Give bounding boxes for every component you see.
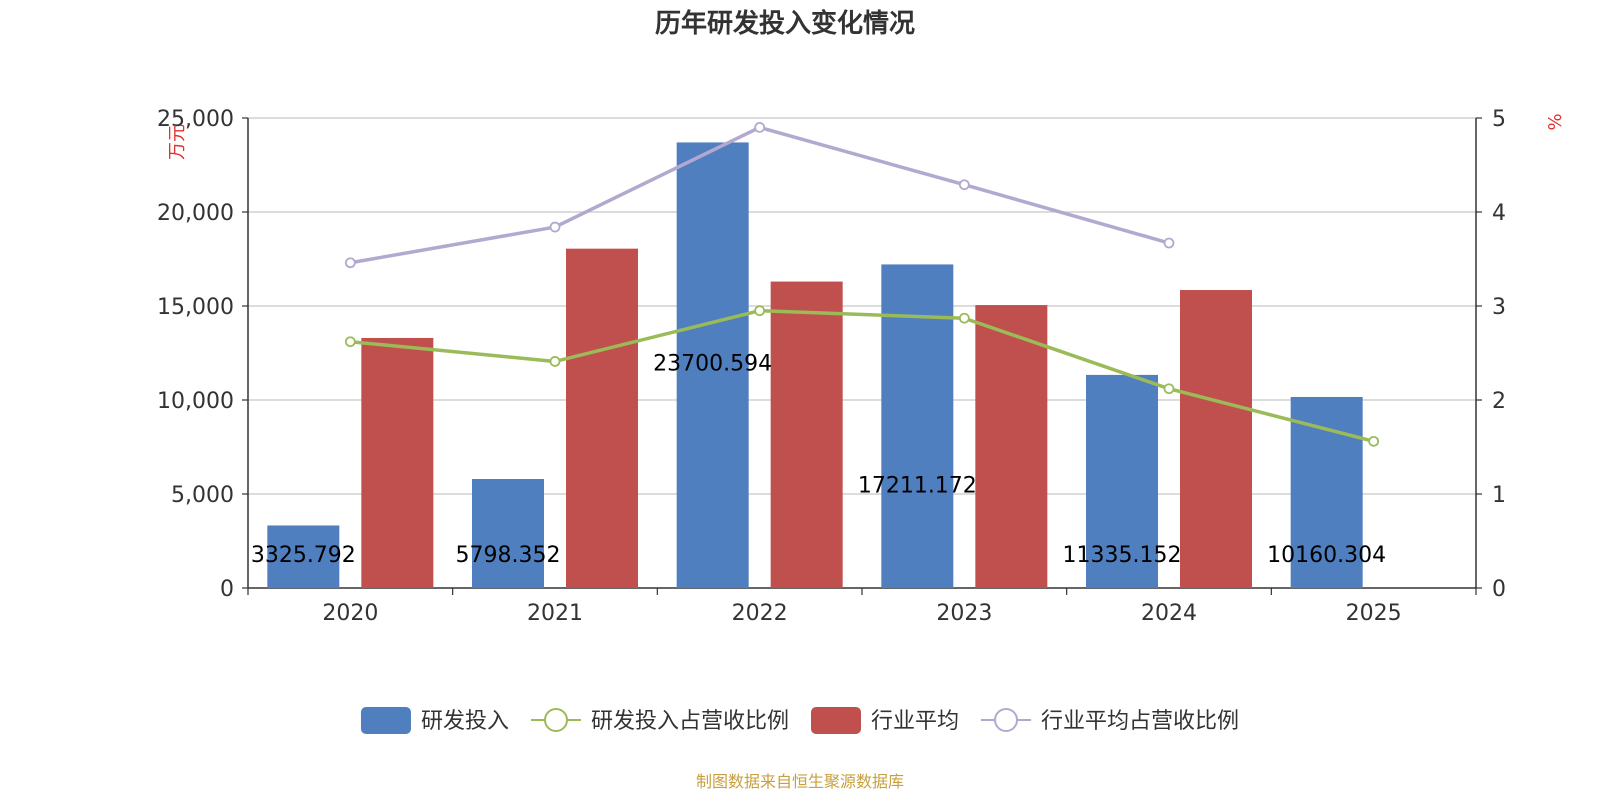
bar-data-label: 17211.172: [858, 473, 977, 498]
legend-marker: [543, 708, 568, 732]
bar: [1086, 374, 1158, 588]
series-line: [350, 125, 1170, 265]
right-axis-unit: %: [1545, 113, 1566, 130]
line-point: [754, 122, 766, 133]
legend: 研发投入 研发投入占营收比例 行业平均 行业平均占营收比例: [360, 707, 1239, 734]
line-point: [1163, 237, 1175, 249]
bar-data-label: 11335.152: [1063, 543, 1182, 568]
x-tick-label: 2023: [936, 601, 992, 626]
bar: [676, 142, 749, 588]
right-tick-label: 3: [1492, 295, 1506, 320]
left-tick-label: 5,000: [171, 483, 234, 508]
bar: [472, 478, 544, 588]
line-point: [549, 356, 561, 367]
bar: [566, 248, 638, 588]
bar: [975, 305, 1048, 588]
legend-label: 行业平均占营收比例: [1041, 709, 1239, 734]
legend-marker: [994, 708, 1019, 732]
line-point: [549, 221, 561, 233]
chart-title: 历年研发投入变化情况: [655, 8, 915, 39]
bar-data-label: 3325.792: [251, 543, 356, 568]
bar-data-label: 23700.594: [653, 351, 772, 376]
bar: [361, 337, 434, 588]
legend-swatch: [811, 707, 861, 734]
bar: [1180, 290, 1252, 588]
left-axis-unit: 万元: [167, 124, 188, 160]
x-tick-label: 2020: [322, 601, 378, 626]
line-point: [754, 305, 766, 317]
line-point: [958, 312, 970, 324]
x-tick-label: 2024: [1141, 601, 1197, 626]
x-tick-label: 2025: [1346, 601, 1402, 626]
lines: [344, 122, 1380, 447]
legend-label: 研发投入占营收比例: [591, 709, 789, 734]
series-line: [350, 308, 1375, 444]
line-point: [344, 257, 356, 269]
right-tick-label: 2: [1492, 389, 1506, 414]
x-tick-label: 2021: [527, 601, 583, 626]
legend-label: 行业平均: [871, 709, 959, 734]
legend-item[interactable]: 行业平均: [811, 707, 959, 734]
right-tick-label: 5: [1492, 107, 1506, 132]
bar: [770, 281, 843, 588]
bar-data-label: 5798.352: [456, 543, 561, 568]
line-point: [1163, 383, 1175, 395]
line-point: [1368, 435, 1380, 447]
line-point: [344, 336, 356, 348]
bar-data-label: 10160.304: [1267, 543, 1386, 568]
legend-item[interactable]: 研发投入: [360, 707, 509, 734]
legend-label: 研发投入: [421, 709, 509, 734]
left-tick-label: 15,000: [157, 295, 234, 320]
bar: [881, 264, 954, 588]
left-tick-label: 20,000: [157, 201, 234, 226]
line-point: [958, 179, 970, 191]
grid-lines: [248, 117, 1476, 495]
legend-item[interactable]: 研发投入占营收比例: [530, 708, 789, 734]
right-tick-label: 1: [1492, 483, 1506, 508]
axes: 0 5,000 10,000 15,000 20,000 25,000 0 1 2 3 4 5 2020…: [157, 107, 1506, 626]
x-tick-label: 2022: [732, 601, 788, 626]
bar: [267, 525, 340, 588]
legend-swatch: [360, 707, 411, 734]
source-note: 制图数据来自恒生聚源数据库: [696, 772, 904, 791]
legend-item[interactable]: 行业平均占营收比例: [981, 708, 1239, 734]
right-tick-label: 4: [1492, 201, 1506, 226]
left-tick-label: 0: [220, 577, 234, 602]
right-tick-label: 0: [1492, 577, 1506, 602]
bars: [267, 142, 1363, 588]
left-tick-label: 25,000: [157, 107, 234, 132]
left-tick-label: 10,000: [157, 389, 234, 414]
data-labels: 3325.792 5798.352 23700.594 17211.172 11335.…: [251, 351, 1386, 568]
